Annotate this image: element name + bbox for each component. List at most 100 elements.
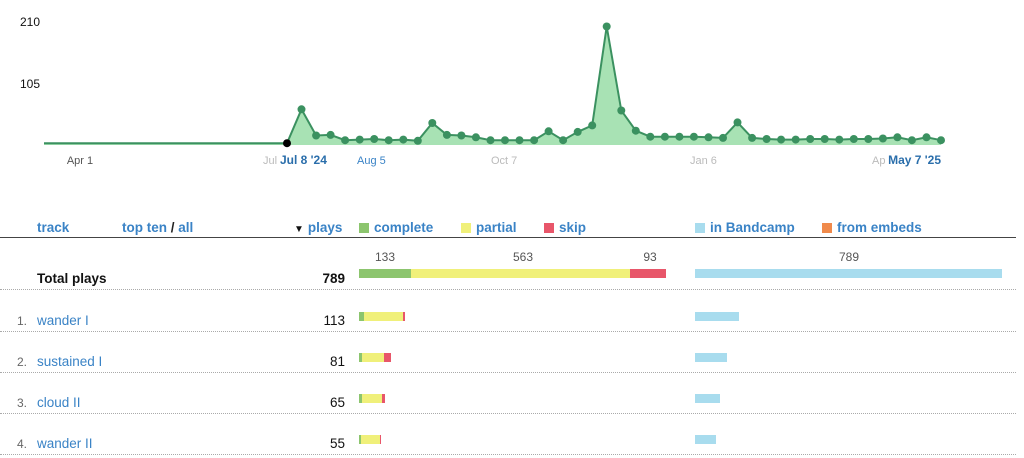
x-tick-label: Apr 1	[67, 155, 93, 167]
skip-segment	[384, 353, 392, 362]
plays-column-header: plays	[307, 220, 343, 235]
data-point	[820, 135, 829, 143]
plays-sort[interactable]: ▼ plays	[294, 220, 342, 235]
track-plays: 113	[323, 313, 345, 328]
track-row-2: 2. sustained I 81	[0, 333, 1016, 373]
data-point	[341, 136, 350, 145]
data-point	[937, 136, 945, 145]
data-point	[922, 133, 931, 142]
row-divider	[0, 331, 1016, 332]
track-plays: 65	[329, 395, 345, 410]
track-link-3[interactable]: cloud II	[37, 395, 81, 410]
complete-segment	[359, 312, 365, 321]
track-source-bar	[695, 435, 717, 444]
data-point	[283, 139, 291, 148]
data-point	[864, 135, 873, 143]
data-point	[704, 133, 713, 142]
data-point	[355, 135, 364, 144]
total-skip-label: 93	[643, 250, 657, 264]
plays-line	[44, 26, 942, 145]
partial-segment	[362, 353, 385, 362]
track-row-3: 3. cloud II 65	[0, 374, 1016, 414]
track-link-4[interactable]: wander II	[37, 436, 93, 451]
track-plays: 81	[329, 354, 345, 369]
data-point	[777, 135, 786, 144]
plays-area	[44, 26, 941, 145]
track-number: 3.	[16, 396, 27, 410]
total-source-bar	[695, 269, 1002, 278]
data-point	[559, 136, 568, 145]
data-point	[762, 135, 771, 143]
legend-complete: complete	[359, 220, 433, 235]
data-point	[835, 135, 844, 144]
legend-bandcamp-label: in Bandcamp	[710, 220, 795, 235]
data-point	[602, 22, 611, 31]
top-ten-link[interactable]: top ten	[122, 220, 167, 235]
data-point	[748, 133, 757, 142]
complete-swatch	[359, 223, 369, 233]
track-link-1[interactable]: wander I	[37, 313, 89, 328]
track-source-bar	[695, 394, 721, 403]
partial-swatch	[461, 223, 471, 233]
row-divider	[0, 413, 1016, 414]
data-point	[791, 135, 800, 144]
total-partial-label: 563	[512, 250, 534, 264]
embeds-swatch	[822, 223, 832, 233]
row-divider	[0, 454, 1016, 455]
data-point	[399, 135, 408, 144]
legend-partial-label: partial	[476, 220, 517, 235]
track-column-header[interactable]: track	[37, 220, 70, 235]
header-divider	[0, 237, 1016, 238]
table-header: track top ten / all ▼ plays complete part…	[0, 218, 1016, 238]
data-point	[660, 132, 669, 141]
track-link-2[interactable]: sustained I	[37, 354, 103, 369]
partial-segment	[364, 312, 403, 321]
data-point	[457, 131, 466, 140]
x-tick-label: Ap	[872, 155, 885, 167]
legend-skip-label: skip	[559, 220, 587, 235]
row-divider	[0, 289, 1016, 290]
data-point	[631, 126, 640, 135]
track-filter: top ten / all	[122, 220, 193, 235]
data-point	[471, 133, 480, 142]
data-point	[878, 134, 887, 143]
total-plays-label: Total plays	[37, 271, 107, 286]
track-source-bar	[695, 353, 727, 362]
sort-desc-icon: ▼	[294, 224, 304, 235]
track-row-4: 4. wander II 55	[0, 415, 1016, 455]
data-point	[544, 127, 553, 136]
partial-segment	[361, 394, 382, 403]
plays-over-time-chart: 210 105 Apr 1 Jul Aug 5 Oct 7 Jan 6 Ap Jul 8 '24…	[20, 15, 945, 167]
skip-segment	[402, 312, 406, 321]
data-point	[689, 132, 698, 141]
range-start-label: Jul 8 '24	[280, 153, 327, 167]
track-status-bar	[359, 435, 381, 444]
track-status-bar	[359, 394, 386, 403]
data-point	[530, 136, 539, 145]
filter-separator: /	[167, 220, 179, 235]
total-bandcamp-label: 789	[838, 250, 860, 264]
data-point	[893, 133, 902, 142]
x-tick-label: Jul	[263, 155, 277, 167]
data-point	[413, 136, 422, 145]
complete-segment	[359, 269, 411, 278]
legend-in-bandcamp: in Bandcamp	[695, 220, 795, 235]
data-point	[646, 132, 655, 141]
bandcamp-swatch	[695, 223, 705, 233]
track-number: 1.	[16, 314, 27, 328]
legend-partial: partial	[461, 220, 517, 235]
total-status-bar	[359, 269, 666, 278]
data-point	[588, 121, 597, 130]
all-link[interactable]: all	[178, 220, 194, 235]
data-point	[733, 118, 742, 127]
total-row: Total plays 789	[0, 250, 1016, 290]
partial-segment	[410, 269, 630, 278]
x-tick-label: Oct 7	[491, 155, 517, 167]
track-number: 4.	[16, 437, 27, 451]
data-point	[573, 127, 582, 136]
data-point	[384, 136, 393, 145]
data-point	[486, 136, 495, 145]
complete-segment	[359, 435, 362, 444]
skip-segment	[381, 394, 386, 403]
data-point	[370, 135, 379, 143]
